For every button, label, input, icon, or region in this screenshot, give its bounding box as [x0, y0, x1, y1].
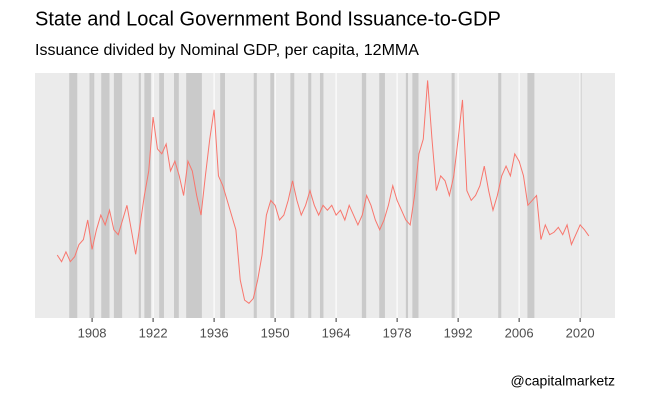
recession-band	[186, 73, 202, 318]
x-tick-label: 2006	[505, 325, 534, 340]
recession-band	[159, 73, 164, 318]
x-tick-label: 1992	[444, 325, 473, 340]
credit: @capitalmarketz	[511, 373, 615, 389]
x-tick-label: 1908	[78, 325, 107, 340]
x-tick-label: 1950	[261, 325, 290, 340]
x-tick-label: 1964	[322, 325, 351, 340]
plot-panel	[35, 73, 615, 318]
recession-band	[290, 73, 295, 318]
chart-subtitle: Issuance divided by Nominal GDP, per cap…	[35, 42, 419, 59]
recession-band	[412, 73, 419, 318]
recession-band	[580, 73, 582, 318]
recession-band	[144, 73, 151, 318]
recession-band	[113, 73, 123, 318]
recession-band	[89, 73, 95, 318]
recession-band	[379, 73, 385, 318]
recession-band	[451, 73, 455, 318]
recession-band	[308, 73, 312, 318]
chart-title: State and Local Government Bond Issuance…	[35, 8, 501, 30]
recession-band	[69, 73, 78, 318]
recession-band	[101, 73, 110, 318]
data-line	[56, 80, 590, 304]
recession-band	[138, 73, 141, 318]
recession-band	[253, 73, 257, 318]
recession-band	[174, 73, 179, 318]
recession-band	[405, 73, 409, 318]
x-tick-label: 1978	[383, 325, 412, 340]
recession-band	[220, 73, 225, 318]
recession-band	[270, 73, 275, 318]
recession-band	[361, 73, 367, 318]
recession-band	[319, 73, 324, 318]
x-tick-label: 1936	[200, 325, 229, 340]
x-tick-label: 1922	[139, 325, 168, 340]
recession-band	[498, 73, 502, 318]
x-tick-label: 2020	[566, 325, 595, 340]
recession-band	[527, 73, 535, 318]
